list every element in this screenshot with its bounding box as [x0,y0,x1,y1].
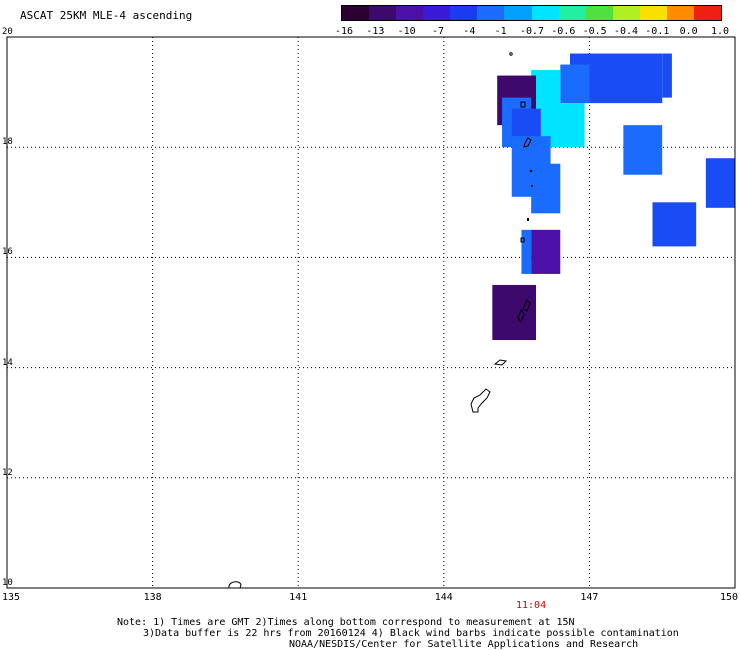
colorbar-tick-label: -0.1 [645,26,670,37]
data-cell [531,229,561,274]
anatahan-island [520,237,525,243]
colorbar-tick-label: -10 [397,26,416,37]
agrihan-island [520,101,526,108]
data-cell [623,125,663,175]
map-title: ASCAT 25KM MLE-4 ascending [20,9,193,22]
pagan-island [523,137,532,148]
colorbar [341,5,722,21]
colorbar-tick-label: -0.5 [582,26,607,37]
colorbar-swatch [694,6,722,20]
longitude-label: 138 [143,592,162,603]
colorbar-swatch [423,6,451,20]
note-line-3: NOAA/NESDIS/Center for Satellite Applica… [289,639,639,650]
colorbar-tick-label: 1.0 [710,26,730,37]
colorbar-tick-label: -13 [366,26,385,37]
latitude-label: 16 [2,247,13,258]
graticule [7,37,735,588]
colorbar-tick-label: -16 [334,26,354,37]
colorbar-tick-label: -0.4 [613,26,639,37]
colorbar-tick-label: 0.0 [679,26,698,37]
latitude-label: 18 [2,137,13,148]
colorbar-tick-label: -7 [431,26,445,37]
data-cell [492,284,537,341]
data-cell [652,202,697,247]
note-line-1: Note: 1) Times are GMT 2)Times along bot… [117,617,575,628]
data-cell [705,158,735,208]
data-cell [531,163,561,214]
colorbar-tick-label: -0.6 [551,26,576,37]
colorbar-swatch [639,6,667,20]
southwest-island [228,581,242,589]
colorbar-swatch [531,6,559,20]
farallon-island [509,52,513,56]
longitude-label: 144 [434,592,453,603]
guguan-island [531,185,533,187]
longitude-label: 150 [719,592,739,603]
time-label: 11:04 [516,600,547,611]
colorbar-swatch [585,6,613,20]
colorbar-swatch [396,6,424,20]
latitude-label: 20 [2,27,13,37]
colorbar-swatch [477,6,505,20]
data-cells [492,53,735,341]
colorbar-tick-label: -4 [463,26,476,37]
colorbar-swatch [666,6,695,20]
plot-frame [6,36,736,589]
sarigan-island [527,218,529,221]
colorbar-swatch [558,6,586,20]
longitude-label: 135 [1,592,21,603]
data-cell [560,64,590,104]
rota-island [493,359,508,366]
latitude-label: 14 [2,357,13,368]
colorbar-tick-label: -1 [494,26,507,37]
colorbar-tick-label: -0.7 [519,26,545,37]
data-cell [662,53,672,98]
longitude-label: 147 [580,592,599,603]
longitude-label: 141 [289,592,308,603]
latitude-label: 12 [2,467,13,478]
guam-island [470,388,491,413]
latitude-label: 10 [2,578,13,588]
note-line-2: 3)Data buffer is 22 hrs from 20160124 4)… [143,628,679,639]
colorbar-swatch [450,6,478,20]
coastlines [228,52,533,589]
data-cell [521,229,532,274]
colorbar-swatch [612,6,640,20]
colorbar-swatch [504,6,532,20]
colorbar-swatch [342,6,370,20]
alamagan-island [529,169,533,173]
tinian-island [517,308,525,324]
colorbar-swatch [369,6,397,20]
saipan-island [522,299,531,312]
